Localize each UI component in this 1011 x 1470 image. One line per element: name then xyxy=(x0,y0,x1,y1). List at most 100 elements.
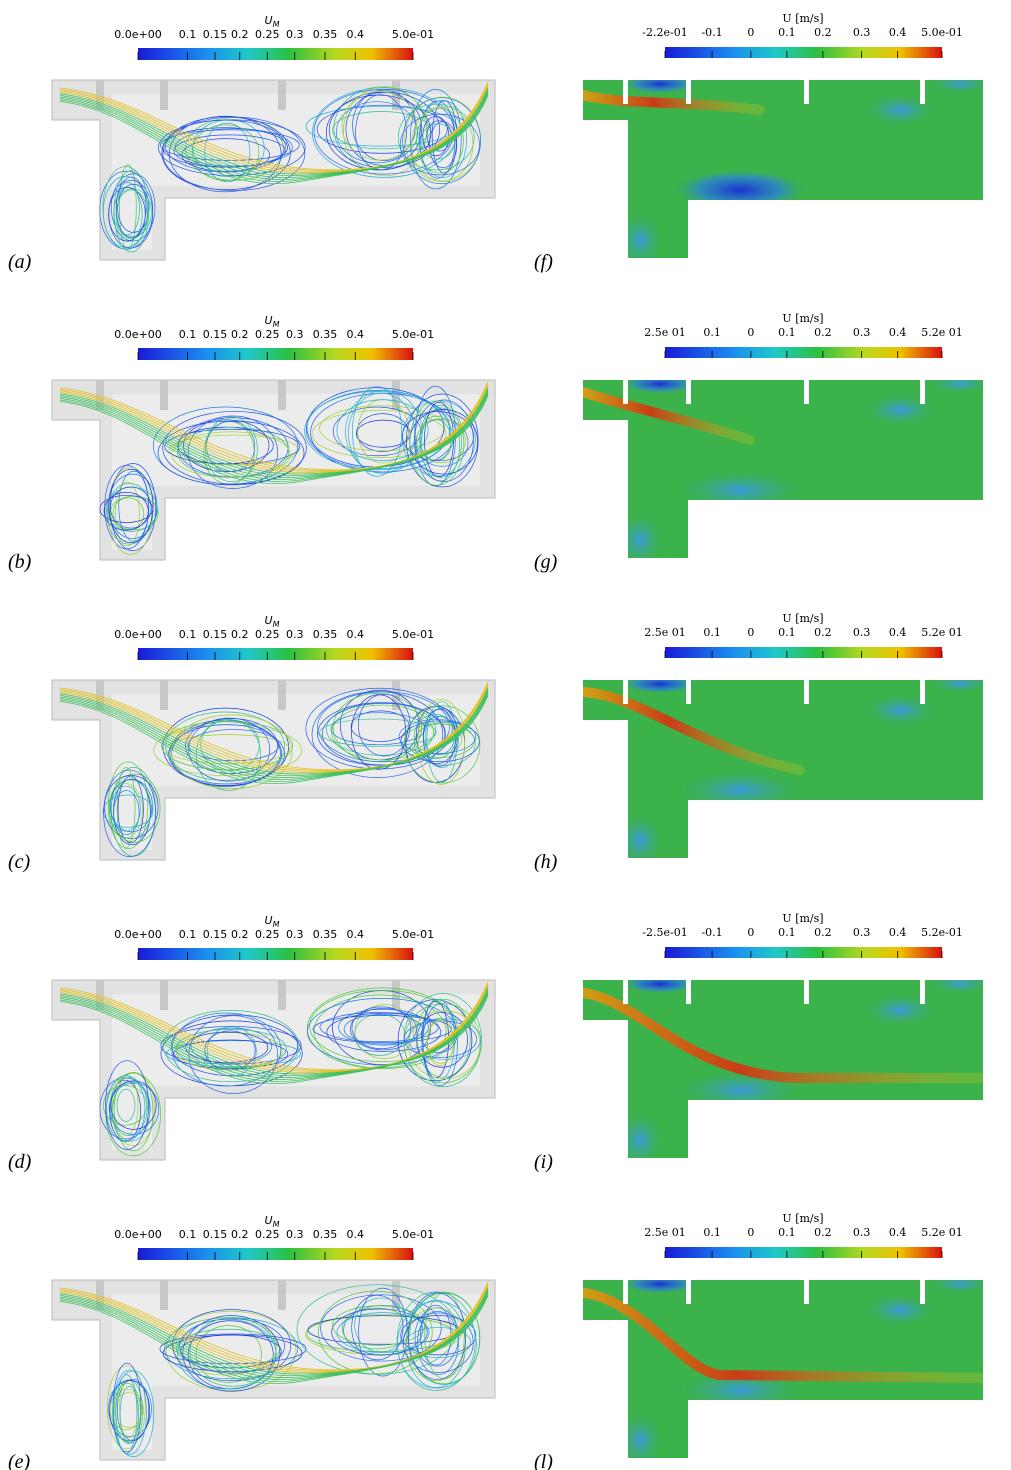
streamline xyxy=(109,1388,143,1430)
streamline xyxy=(59,95,489,184)
streamline xyxy=(112,1370,155,1458)
streamline xyxy=(59,1293,489,1382)
colorbar-tick-label: 0.2 xyxy=(231,628,249,641)
colorbar xyxy=(138,1248,413,1260)
baffle xyxy=(96,680,104,710)
panel-label: (l) xyxy=(534,1451,553,1470)
colorbar-tick-label: 0.3 xyxy=(286,28,304,41)
streamline xyxy=(59,984,489,1072)
streamline xyxy=(103,491,149,531)
streamline xyxy=(106,1075,146,1142)
streamline xyxy=(312,1015,452,1043)
colorbar xyxy=(138,48,413,60)
jet xyxy=(583,687,805,775)
colorbar-tick-label: 0.3 xyxy=(286,628,304,641)
low-velocity xyxy=(615,1110,665,1158)
low-velocity xyxy=(615,210,665,258)
streamline xyxy=(174,128,293,167)
streamline xyxy=(319,718,437,747)
streamline xyxy=(427,1020,455,1064)
streamline xyxy=(413,721,476,766)
colorbar-tick-label: 0.3 xyxy=(286,328,304,341)
streamline xyxy=(109,779,152,840)
streamline xyxy=(408,1010,481,1080)
colorbar-tick-label: 2.5e 01 xyxy=(644,1226,686,1239)
colorbar-tick-label: 0 xyxy=(747,26,754,39)
colorbar-title: UM xyxy=(265,314,280,329)
streamline xyxy=(351,1006,412,1050)
baffle xyxy=(278,380,286,410)
streamline-panel: UM 0.0e+00 0.1 0.15 0.2 0.25 0.3 0.35 0.4 5.0e-01… xyxy=(8,1214,496,1470)
colorbar-tick-label: 5.0e-01 xyxy=(392,328,434,341)
baffle xyxy=(278,80,286,110)
streamline xyxy=(59,992,489,1080)
streamline xyxy=(422,1003,458,1086)
streamline xyxy=(182,1315,281,1392)
streamline xyxy=(116,1088,136,1122)
contour-panel: U [m/s] 2.5e 01 0.1 0 0.1 0.2 0.3 0.4 5.2e 01 (l) xyxy=(534,1212,983,1470)
streamline xyxy=(102,794,154,828)
streamline xyxy=(59,83,489,171)
low-velocity xyxy=(925,1280,983,1294)
streamline xyxy=(59,383,489,471)
colorbar xyxy=(138,948,413,960)
contour-panel: U [m/s] -2.2e-01 -0.1 0 0.1 0.2 0.3 0.4 5.0e-01 (… xyxy=(534,12,983,273)
streamline xyxy=(311,691,444,778)
colorbar-tick-label: 5.2e 01 xyxy=(921,326,963,339)
streamline xyxy=(319,1012,439,1043)
tank-inner xyxy=(112,394,480,550)
colorbar-title: U [m/s] xyxy=(782,12,823,25)
baffle xyxy=(278,1280,286,1310)
streamline xyxy=(417,698,466,785)
streamline xyxy=(350,1007,417,1051)
colorbar-tick-label: 0.35 xyxy=(313,628,338,641)
streamline xyxy=(108,186,146,242)
streamline xyxy=(59,1292,489,1380)
colorbar-tick-label: -2.5e-01 xyxy=(642,926,687,939)
streamline xyxy=(402,1312,474,1373)
colorbar-tick-label: 0.1 xyxy=(179,628,197,641)
colorbar-tick-label: 0.4 xyxy=(889,626,907,639)
streamline xyxy=(165,734,291,764)
low-velocity xyxy=(670,468,810,512)
streamline xyxy=(111,1081,150,1142)
streamline xyxy=(59,87,489,175)
streamline-panel: UM 0.0e+00 0.1 0.15 0.2 0.25 0.3 0.35 0.4 5.0e-01… xyxy=(8,614,496,873)
colorbar-tick-label: 2.5e 01 xyxy=(644,626,686,639)
colorbar-title-main: U xyxy=(265,1214,273,1227)
baffle xyxy=(804,380,809,404)
streamline xyxy=(59,90,489,178)
streamline xyxy=(404,705,481,784)
jet xyxy=(583,90,765,115)
colorbar-tick-label: 0.4 xyxy=(347,628,365,641)
baffle xyxy=(96,380,104,410)
colorbar xyxy=(665,647,942,658)
streamline xyxy=(103,1085,148,1126)
low-velocity xyxy=(860,992,940,1028)
low-velocity xyxy=(860,92,940,128)
baffle xyxy=(686,380,691,404)
colorbar-tick-label: 0.3 xyxy=(853,326,871,339)
colorbar-tick-label: 0.2 xyxy=(231,28,249,41)
colorbar-tick-label: 0.3 xyxy=(286,928,304,941)
streamline xyxy=(110,1080,157,1130)
baffle xyxy=(623,380,628,404)
low-velocity xyxy=(615,810,665,858)
colorbar-tick-label: 0.1 xyxy=(778,626,796,639)
streamline xyxy=(59,695,489,784)
streamline xyxy=(418,100,467,178)
low-velocity xyxy=(925,680,983,694)
contour-field xyxy=(583,80,983,258)
streamline xyxy=(417,1311,459,1375)
colorbar xyxy=(665,947,942,958)
colorbar-tick-label: 5.0e-01 xyxy=(921,26,963,39)
low-velocity xyxy=(860,392,940,428)
streamline xyxy=(113,1382,141,1442)
streamline xyxy=(59,1290,489,1378)
streamline xyxy=(399,113,480,176)
colorbar-tick-label: -0.1 xyxy=(701,26,722,39)
streamline xyxy=(396,1300,477,1389)
streamline xyxy=(396,1291,476,1391)
colorbar-tick-label: 0.35 xyxy=(313,1228,338,1241)
colorbar-tick-label: 0.1 xyxy=(703,1226,721,1239)
